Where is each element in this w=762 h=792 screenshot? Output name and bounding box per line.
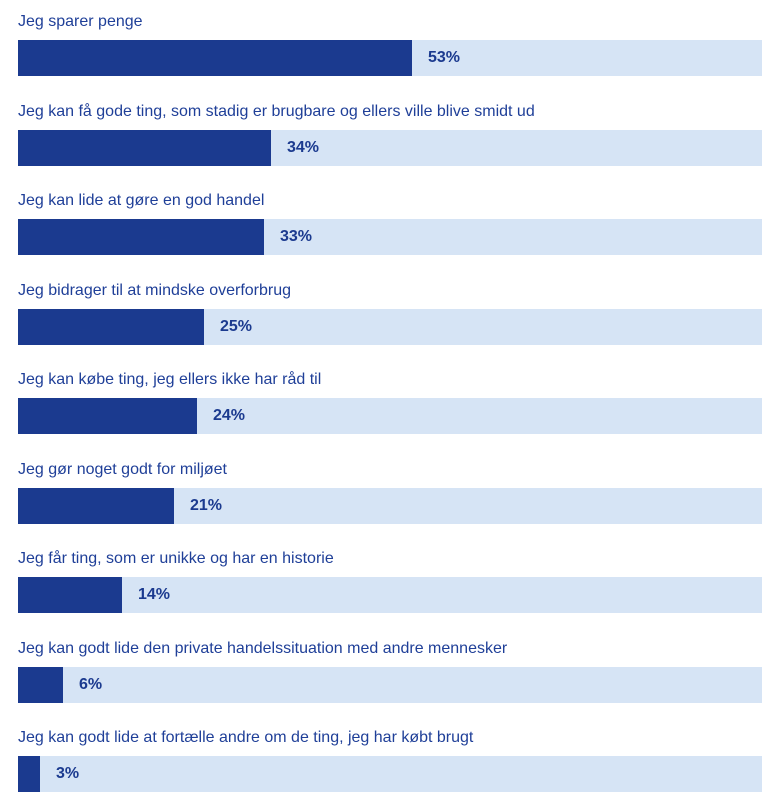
bar-fill <box>18 129 271 166</box>
bar-track: 6% <box>18 666 762 703</box>
category-label: Jeg kan købe ting, jeg ellers ikke har r… <box>18 371 322 388</box>
bar-fill <box>18 40 412 76</box>
value-label: 3% <box>56 765 80 782</box>
bar-track: 33% <box>18 219 762 255</box>
value-label: 24% <box>213 407 246 424</box>
category-label: Jeg kan godt lide at fortælle andre om d… <box>18 729 474 746</box>
value-label: 33% <box>280 228 313 245</box>
bar-track: 3% <box>18 756 762 792</box>
bar-row: Jeg kan købe ting, jeg ellers ikke har r… <box>18 370 762 434</box>
bar-row: Jeg kan lide at gøre en god handel 33% <box>18 191 762 255</box>
bar-track: 21% <box>18 487 762 524</box>
bar-row: Jeg gør noget godt for miljøet 21% <box>18 460 762 524</box>
bar-fill <box>18 308 204 345</box>
bar-track: 24% <box>18 398 762 434</box>
bar-track: 53% <box>18 40 762 76</box>
category-label: Jeg sparer penge <box>18 13 143 30</box>
category-label: Jeg kan få gode ting, som stadig er brug… <box>18 102 535 120</box>
bar-fill <box>18 756 40 792</box>
bar-row: Jeg kan få gode ting, som stadig er brug… <box>18 102 762 166</box>
bar-track: 34% <box>18 129 762 166</box>
category-label: Jeg kan lide at gøre en god handel <box>18 192 265 209</box>
bar-row: Jeg bidrager til at mindske overforbrug 2… <box>18 281 762 345</box>
bar-row: Jeg sparer penge 53% <box>18 12 762 76</box>
bar-row: Jeg kan godt lide den private handelssit… <box>18 639 762 703</box>
bar-row: Jeg får ting, som er unikke og har en hi… <box>18 549 762 613</box>
bar-fill <box>18 219 264 255</box>
category-label: Jeg får ting, som er unikke og har en hi… <box>18 550 334 567</box>
bar-row: Jeg kan godt lide at fortælle andre om d… <box>18 728 762 792</box>
value-label: 53% <box>428 49 461 66</box>
bar-track: 25% <box>18 308 762 345</box>
value-label: 21% <box>190 496 223 514</box>
bar-track: 14% <box>18 577 762 613</box>
chart: Jeg sparer penge 53% Jeg kan få gode ting,… <box>18 12 762 792</box>
value-label: 6% <box>79 675 103 693</box>
value-label: 14% <box>138 586 171 603</box>
bar-fill <box>18 398 197 434</box>
bar-fill <box>18 666 63 703</box>
category-label: Jeg bidrager til at mindske overforbrug <box>18 281 292 299</box>
value-label: 34% <box>287 138 320 156</box>
category-label: Jeg kan godt lide den private handelssit… <box>18 639 508 657</box>
category-label: Jeg gør noget godt for miljøet <box>18 460 227 478</box>
value-label: 25% <box>220 317 253 335</box>
bar-fill <box>18 577 122 613</box>
bar-fill <box>18 487 174 524</box>
